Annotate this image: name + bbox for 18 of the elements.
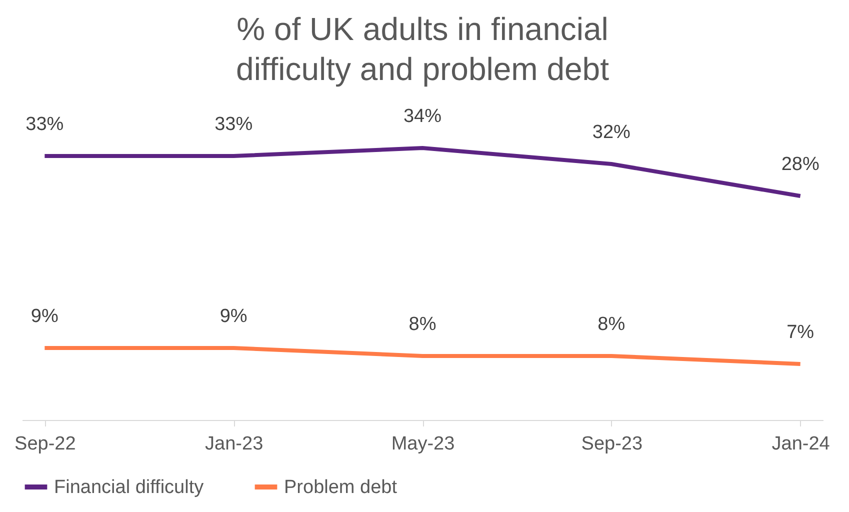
- legend-label: Problem debt: [284, 477, 398, 498]
- data-label: 9%: [220, 306, 248, 327]
- data-label: 32%: [592, 122, 631, 143]
- data-label: 7%: [786, 322, 814, 343]
- legend-label: Financial difficulty: [54, 477, 204, 498]
- x-tick-label: Sep-23: [581, 434, 643, 454]
- data-label: 33%: [214, 114, 253, 135]
- x-tick-label: Sep-22: [14, 434, 76, 454]
- x-tick-label: Jan-23: [205, 434, 264, 454]
- data-label: 9%: [30, 306, 58, 327]
- data-label: 28%: [781, 154, 820, 175]
- x-tick-label: May-23: [391, 434, 455, 454]
- data-label: 33%: [26, 114, 64, 135]
- x-tick-label: Jan-24: [772, 434, 830, 454]
- chart-title: % of UK adults in financial difficulty and problem debt: [236, 11, 610, 87]
- data-label: 8%: [598, 314, 626, 335]
- data-label: 8%: [408, 314, 436, 335]
- data-label: 34%: [403, 106, 442, 127]
